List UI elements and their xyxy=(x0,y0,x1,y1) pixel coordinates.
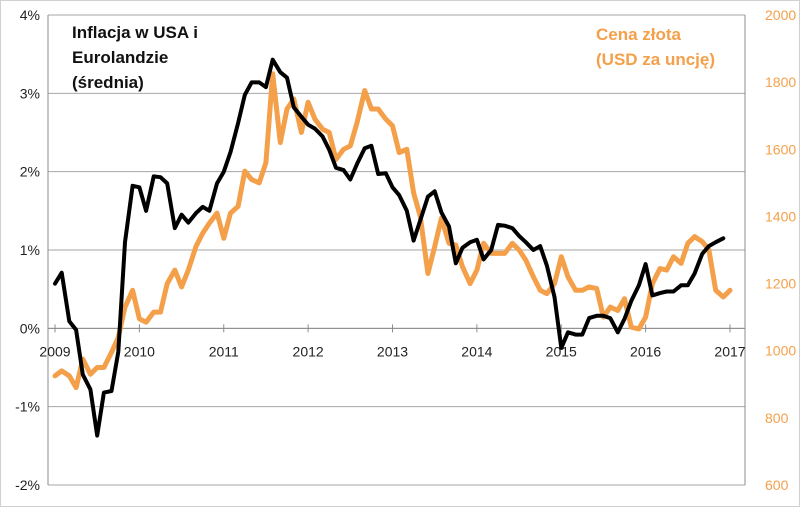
legend-gold-line: (USD za uncję) xyxy=(596,50,715,69)
right-tick-label: 800 xyxy=(765,410,789,426)
series-layer xyxy=(52,57,733,438)
right-tick-label: 1200 xyxy=(765,276,796,292)
series-line-gold xyxy=(52,71,733,391)
x-tick-label: 2010 xyxy=(124,343,155,359)
legend-gold-line: Cena złota xyxy=(596,25,682,44)
left-tick-label: -2% xyxy=(15,477,40,493)
legend-inflation-line: Eurolandzie xyxy=(72,48,168,67)
left-tick-label: 0% xyxy=(20,320,40,336)
legend-inflation-line: Inflacja w USA i xyxy=(72,23,198,42)
x-tick-label: 2009 xyxy=(39,343,70,359)
x-tick-label: 2015 xyxy=(546,343,577,359)
legend-inflation-line: (średnia) xyxy=(72,73,144,92)
x-tick-label: 2012 xyxy=(293,343,324,359)
left-tick-label: 4% xyxy=(20,7,40,23)
right-tick-label: 2000 xyxy=(765,7,796,23)
right-axis-ticks: 2000 1800 1600 1400 1200 1000 800 600 xyxy=(765,7,796,493)
x-tick-label: 2014 xyxy=(461,343,492,359)
x-tick-label: 2017 xyxy=(714,343,745,359)
left-tick-label: -1% xyxy=(15,399,40,415)
left-tick-label: 2% xyxy=(20,164,40,180)
x-axis-ticks: 2009 2010 2011 2012 2013 2014 2015 2016 2017 xyxy=(39,324,746,359)
right-tick-label: 1000 xyxy=(765,343,796,359)
x-tick-label: 2016 xyxy=(630,343,661,359)
right-tick-label: 1400 xyxy=(765,208,796,224)
x-tick-label: 2013 xyxy=(377,343,408,359)
legend-gold: Cena złota (USD za uncję) xyxy=(596,25,715,69)
series-line-inflation xyxy=(53,57,726,438)
right-tick-label: 1600 xyxy=(765,141,796,157)
axis-lines xyxy=(47,15,746,485)
left-tick-label: 3% xyxy=(20,85,40,101)
left-tick-label: 1% xyxy=(20,242,40,258)
left-axis-ticks: 4% 3% 2% 1% 0% -1% -2% xyxy=(15,7,40,493)
x-tick-label: 2011 xyxy=(209,343,239,359)
legend-inflation: Inflacja w USA i Eurolandzie (średnia) xyxy=(72,23,198,92)
right-tick-label: 600 xyxy=(765,477,789,493)
right-tick-label: 1800 xyxy=(765,74,796,90)
